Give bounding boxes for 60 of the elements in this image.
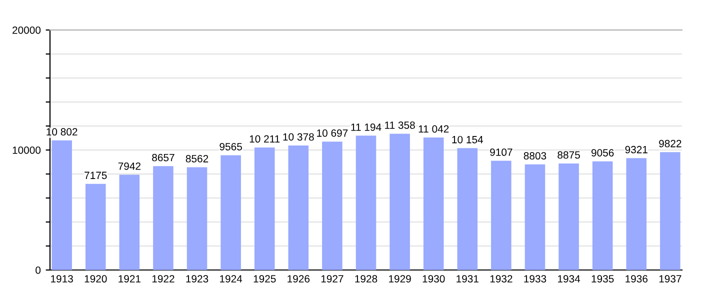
bar bbox=[288, 145, 309, 270]
data-label: 11 042 bbox=[418, 125, 449, 133]
x-tick-label: 1937 bbox=[659, 275, 682, 283]
bar bbox=[356, 136, 376, 270]
data-label: 8875 bbox=[558, 151, 580, 159]
data-label: 11 358 bbox=[385, 121, 415, 129]
bar bbox=[85, 184, 106, 270]
data-label: 10 802 bbox=[46, 128, 78, 136]
data-label: 10 378 bbox=[283, 133, 314, 141]
x-tick-label: 1931 bbox=[456, 275, 478, 283]
data-label: 9056 bbox=[591, 149, 614, 156]
x-tick-label: 1929 bbox=[389, 275, 411, 283]
bar bbox=[52, 140, 72, 270]
y-tick-label: 20000 bbox=[12, 26, 41, 34]
bar bbox=[592, 161, 613, 270]
bar bbox=[322, 142, 342, 270]
x-tick-label: 1923 bbox=[186, 275, 208, 283]
data-label: 8562 bbox=[186, 155, 208, 162]
x-tick-label: 1934 bbox=[558, 275, 580, 283]
data-label: 8657 bbox=[152, 154, 174, 162]
x-tick-label: 1928 bbox=[355, 275, 378, 283]
x-tick-label: 1936 bbox=[626, 275, 648, 283]
bar bbox=[660, 152, 680, 270]
data-label: 9321 bbox=[625, 146, 648, 154]
bar bbox=[423, 137, 444, 270]
bar bbox=[390, 134, 410, 270]
data-label: 9107 bbox=[490, 148, 512, 156]
x-tick-label: 1933 bbox=[524, 275, 546, 283]
data-label: 7942 bbox=[118, 162, 140, 170]
bar bbox=[153, 166, 174, 270]
x-tick-label: 1932 bbox=[490, 275, 512, 283]
data-label: 7175 bbox=[84, 172, 107, 180]
x-tick-label: 1921 bbox=[118, 275, 140, 283]
y-tick-label: 0 bbox=[36, 266, 41, 274]
bar bbox=[626, 158, 647, 270]
x-tick-label: 1935 bbox=[592, 275, 614, 283]
x-tick-label: 1927 bbox=[321, 275, 344, 283]
x-tick-label: 1922 bbox=[152, 275, 174, 283]
bar bbox=[558, 164, 579, 270]
bar bbox=[491, 160, 512, 270]
data-label: 11 194 bbox=[351, 123, 382, 131]
x-tick-label: 1913 bbox=[51, 275, 73, 283]
data-label: 10 211 bbox=[250, 135, 280, 143]
data-label: 9565 bbox=[220, 143, 242, 150]
data-label: 10 154 bbox=[452, 136, 484, 144]
x-tick-label: 1925 bbox=[254, 275, 276, 283]
bar bbox=[457, 148, 478, 270]
x-tick-label: 1930 bbox=[422, 275, 445, 283]
bar bbox=[186, 167, 208, 270]
bar bbox=[524, 164, 546, 270]
bar bbox=[220, 155, 241, 270]
data-label: 8803 bbox=[524, 152, 546, 160]
bar bbox=[254, 147, 275, 270]
data-label: 9822 bbox=[659, 140, 682, 148]
x-tick-label: 1926 bbox=[288, 275, 310, 283]
x-tick-label: 1920 bbox=[84, 275, 107, 283]
data-label: 10 697 bbox=[317, 129, 348, 137]
y-tick-label: 10000 bbox=[12, 146, 41, 154]
x-tick-label: 1924 bbox=[220, 275, 242, 283]
bar bbox=[119, 174, 140, 270]
